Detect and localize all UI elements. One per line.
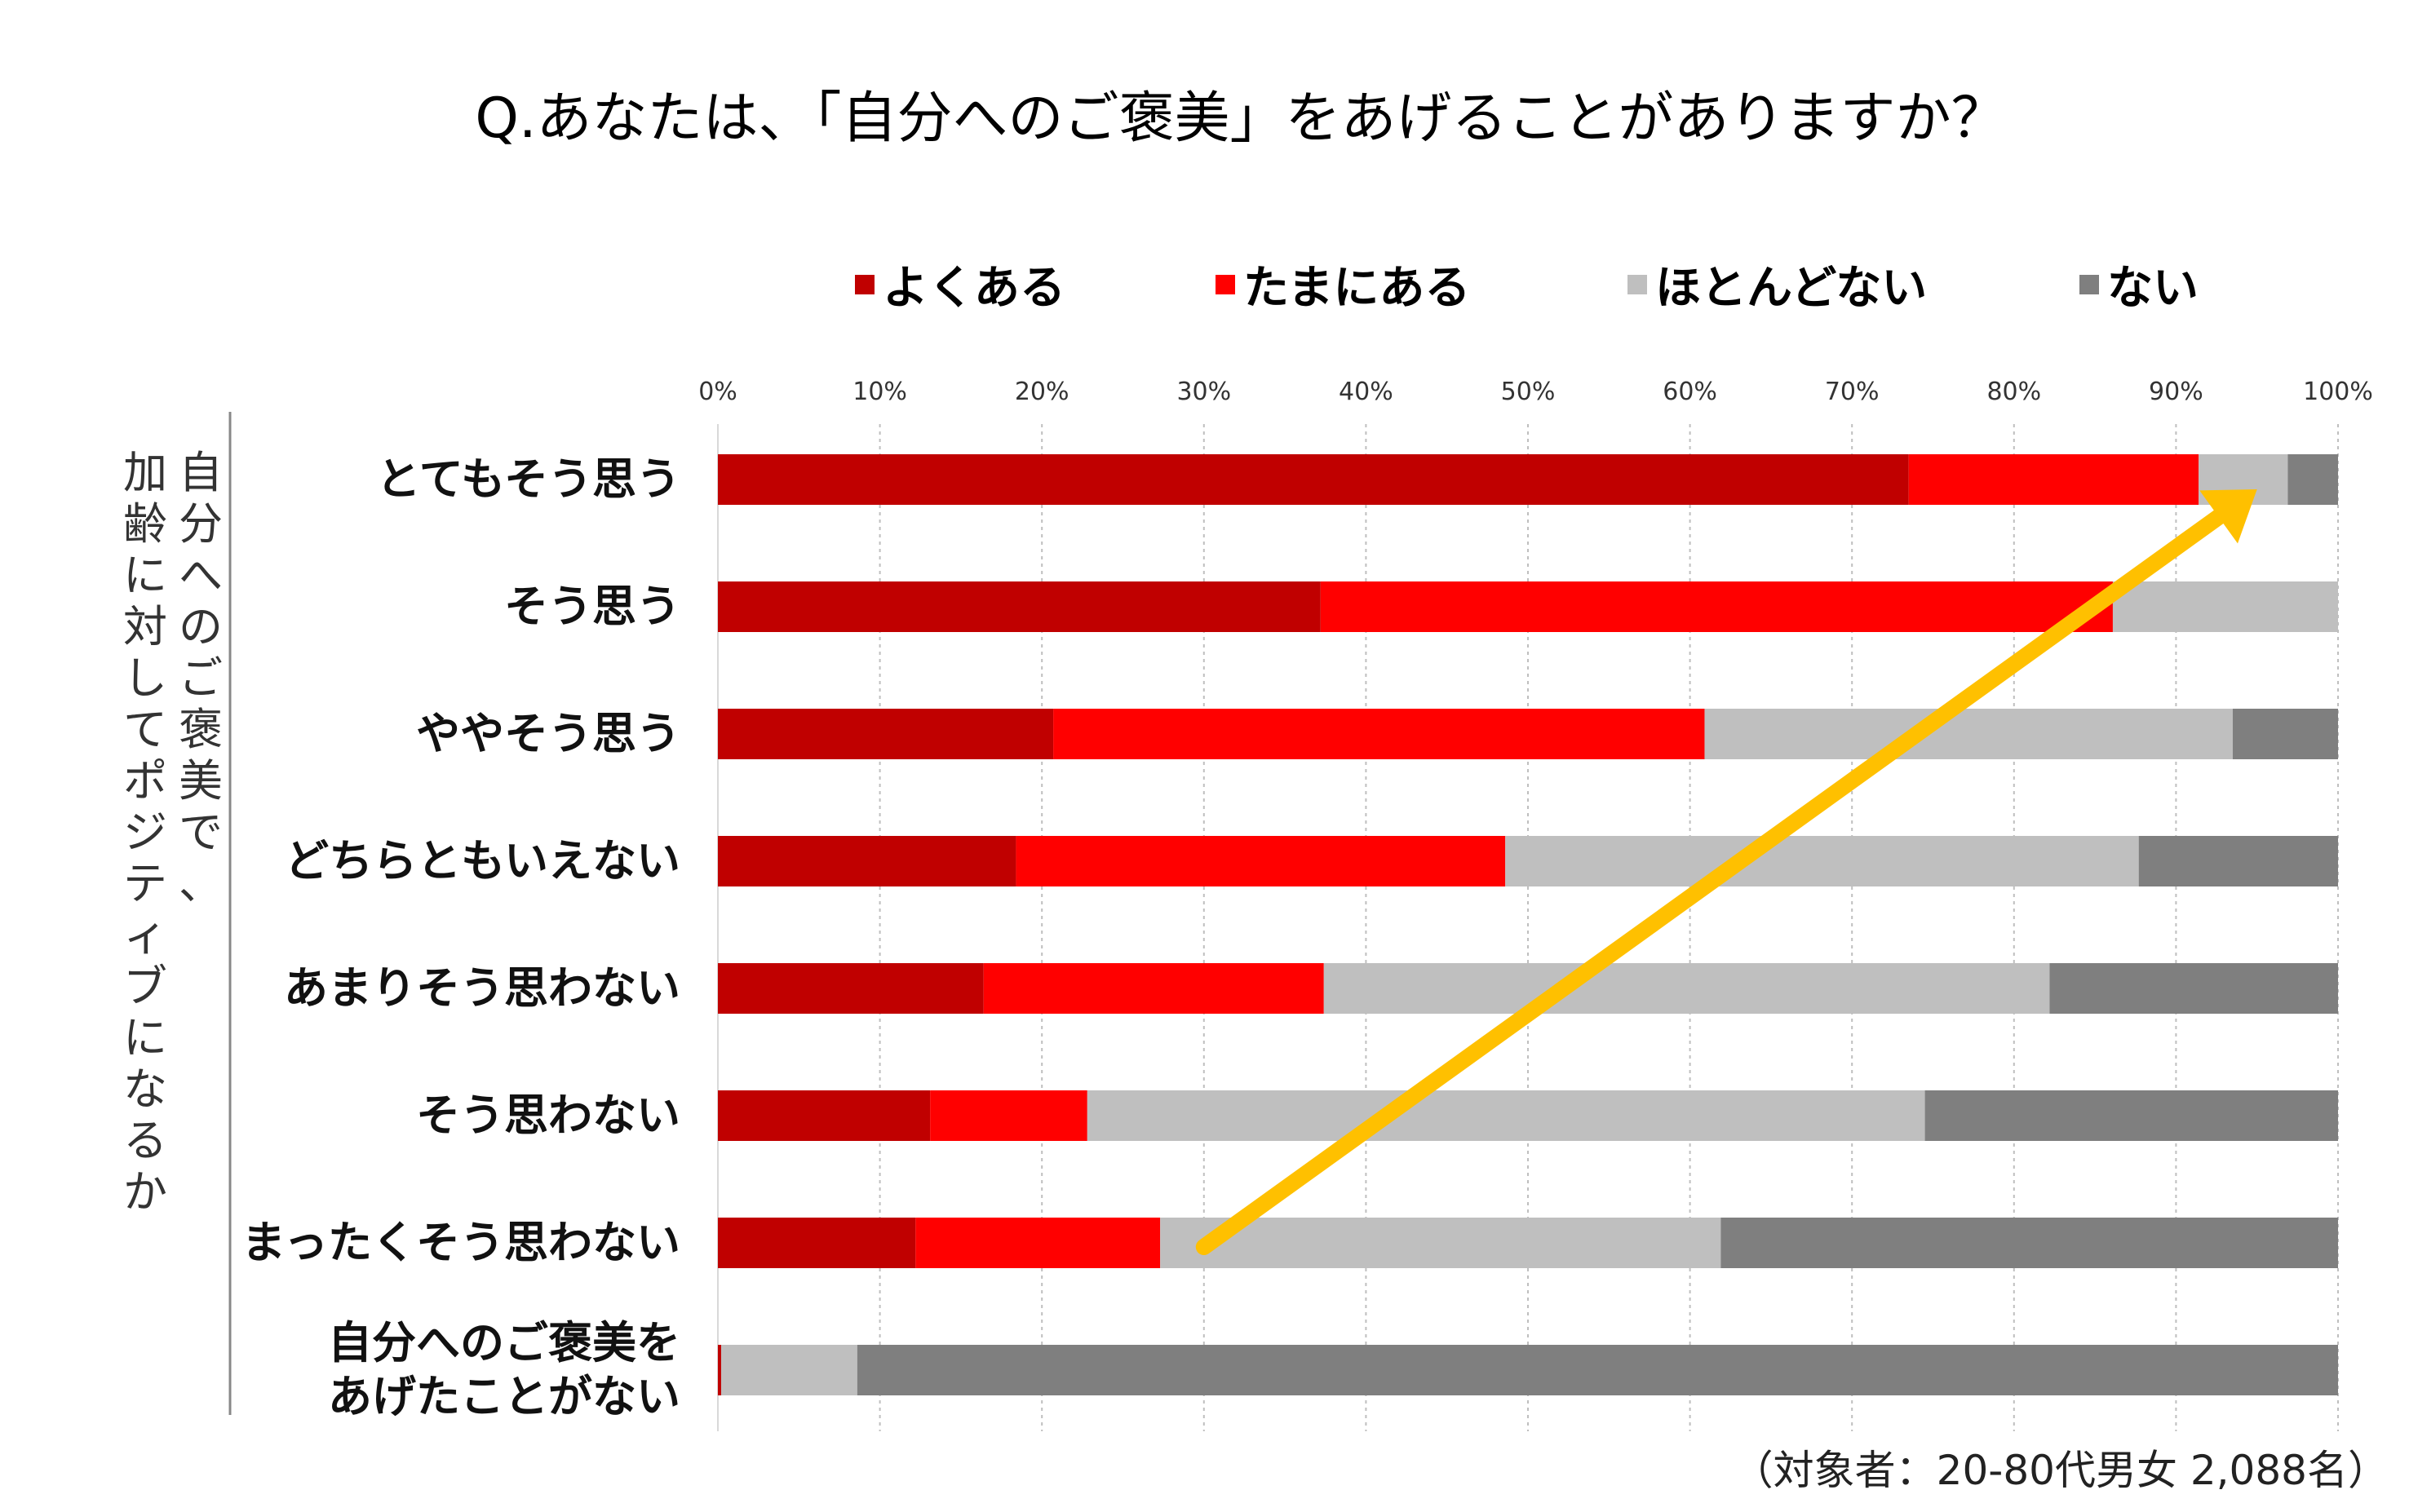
bar-segment <box>718 1218 916 1268</box>
bar-segment <box>1016 836 1506 886</box>
legend-swatch <box>2079 275 2099 294</box>
sample-note: （対象者：20-80代男女 2,088名） <box>1733 1447 2389 1494</box>
bar-segment <box>718 709 1054 759</box>
bar-segment <box>983 963 1324 1014</box>
bar-segment <box>930 1090 1087 1141</box>
x-tick-label: 70% <box>1825 378 1880 406</box>
x-axis-ticks: 0% 10% 20% 30% 40% 50% 60% 70% 80% 90% 100% <box>698 378 2373 406</box>
bar-segment <box>1924 1090 2338 1141</box>
chart-title: Q.あなたは、「自分へのご褒美」をあげることがありますか？ <box>475 86 2006 151</box>
legend-item: ない <box>2079 262 2199 315</box>
legend-item: たまにある <box>1216 262 1470 315</box>
bar-segment <box>1908 454 2199 505</box>
bar-segment <box>1505 836 2139 886</box>
bar-segment <box>1720 1218 2338 1268</box>
bar-segment <box>718 1345 721 1395</box>
x-tick-label: 100% <box>2303 378 2373 406</box>
category-label: まったくそう思わない <box>241 1217 680 1268</box>
bar-segment <box>1323 963 2050 1014</box>
side-label: 自分へのご褒美で、加齢に対してポジティブになるか <box>123 447 223 1218</box>
category-label: ややそう思う <box>416 708 680 759</box>
bar-segment <box>718 836 1016 886</box>
bar-segment <box>1704 709 2233 759</box>
x-tick-label: 60% <box>1663 378 1717 406</box>
bar-segment <box>718 581 1321 632</box>
legend-label: たまにある <box>1243 262 1470 315</box>
trend-arrow-shaft <box>1195 508 2227 1255</box>
x-tick-label: 30% <box>1176 378 1231 406</box>
bar-segment <box>2049 963 2338 1014</box>
x-tick-label: 80% <box>1986 378 2041 406</box>
bar-segment <box>2112 581 2338 632</box>
legend-swatch <box>1627 275 1647 294</box>
legend: よくある たまにある ほとんどない ない <box>855 262 2199 315</box>
category-label: 自分へのご褒美を <box>328 1317 680 1368</box>
category-label: とてもそう思う <box>376 453 680 505</box>
bar-segment <box>718 1090 931 1141</box>
bar-segment <box>2232 709 2338 759</box>
legend-swatch <box>855 275 875 294</box>
legend-item: よくある <box>855 262 1065 315</box>
x-tick-label: 10% <box>852 378 907 406</box>
y-axis-label: 加齢に対してポジティブになるか <box>123 447 167 1218</box>
bar-segment <box>2287 454 2338 505</box>
category-label: どちらともいえない <box>285 835 680 886</box>
category-label: あげたことがない <box>328 1371 680 1422</box>
trend-arrow <box>1195 489 2257 1255</box>
legend-item: ほとんどない <box>1627 262 1927 315</box>
bar-segment <box>720 1345 857 1395</box>
category-label: あまりそう思わない <box>284 962 680 1014</box>
x-tick-label: 20% <box>1015 378 1069 406</box>
bar-segment <box>2138 836 2338 886</box>
legend-swatch <box>1216 275 1235 294</box>
y-axis-label: 自分へのご褒美で、 <box>179 447 223 909</box>
bar-segment <box>1160 1218 1721 1268</box>
legend-label: よくある <box>883 262 1065 315</box>
x-tick-label: 40% <box>1339 378 1393 406</box>
x-tick-label: 0% <box>698 378 737 406</box>
bar-segment <box>915 1218 1161 1268</box>
bar-segment <box>857 1345 2338 1395</box>
trend-arrow-head <box>2199 489 2257 544</box>
category-label: そう思う <box>504 581 680 632</box>
bars <box>718 454 2338 1395</box>
legend-label: ない <box>2107 262 2199 315</box>
category-labels: とてもそう思うそう思うややそう思うどちらともいえないあまりそう思わないそう思わな… <box>241 453 680 1422</box>
bar-segment <box>1053 709 1705 759</box>
bar-segment <box>1087 1090 1925 1141</box>
bar-segment <box>718 963 984 1014</box>
gridlines <box>717 424 2339 1431</box>
x-tick-label: 50% <box>1501 378 1556 406</box>
category-label: そう思わない <box>416 1090 680 1141</box>
bar-segment <box>1320 581 2113 632</box>
legend-label: ほとんどない <box>1655 262 1927 315</box>
x-tick-label: 90% <box>2149 378 2203 406</box>
bar-segment <box>718 454 1909 505</box>
